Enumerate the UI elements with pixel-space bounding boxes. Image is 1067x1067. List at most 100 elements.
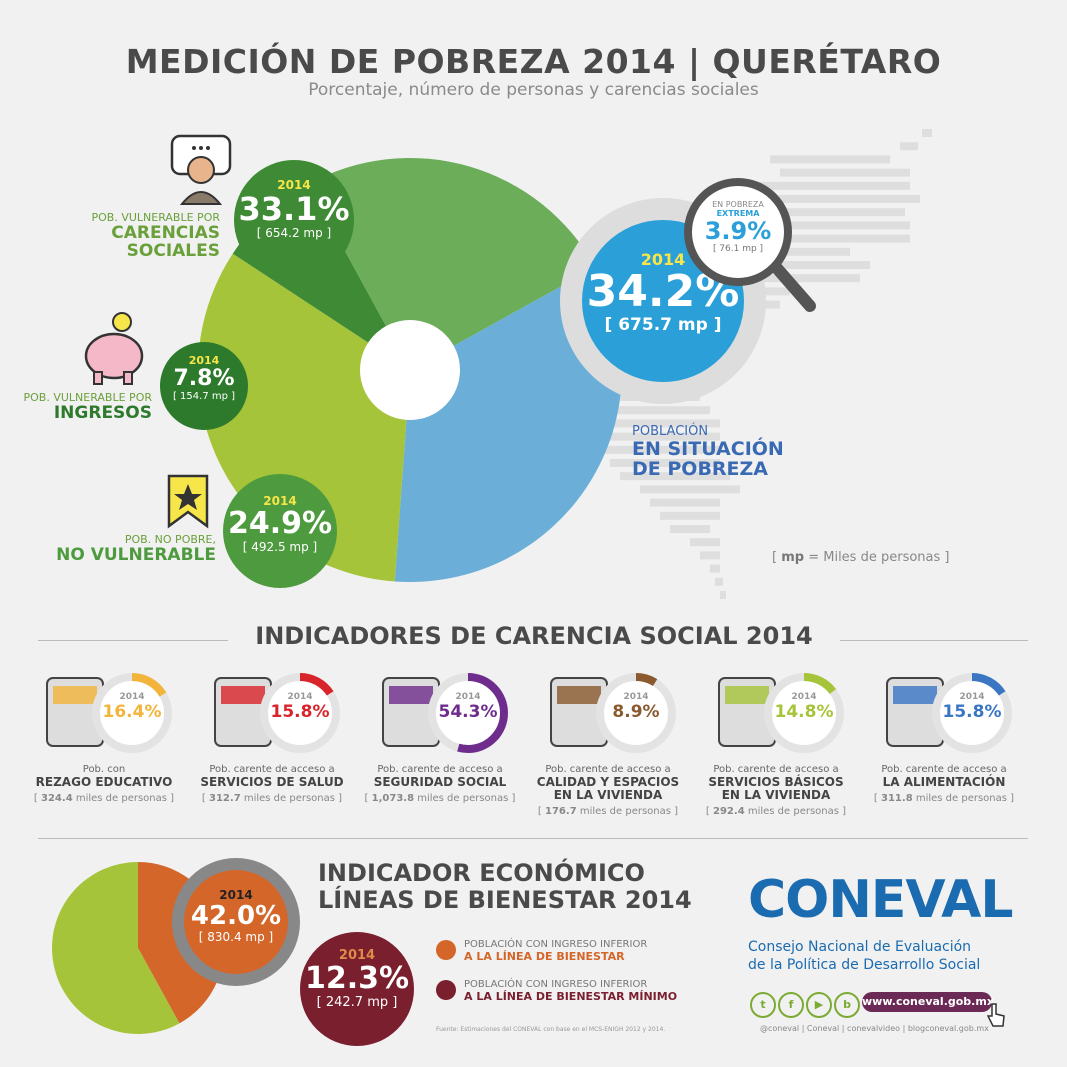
- bubble-year: 2014: [263, 494, 297, 508]
- house-icon: [550, 677, 608, 747]
- map-stripe: [715, 577, 723, 586]
- indicator-strong-2: EN LA VIVIENDA: [721, 788, 831, 802]
- indicator-item: 2014 16.4% Pob. con REZAGO EDUCATIVO [ 324.4…: [19, 668, 189, 804]
- indicator-sub: [ 292.4 miles de personas ]: [705, 806, 847, 817]
- indicator-year: 2014: [287, 692, 313, 702]
- mp-note-close: ]: [944, 550, 950, 565]
- brand-name-1: Consejo Nacional de Evaluación: [748, 939, 972, 955]
- bubble-year: 2014: [277, 178, 311, 192]
- indicator-label: Pob. carente de acceso a: [377, 764, 503, 775]
- map-stripe: [570, 406, 710, 415]
- indicator-label: Pob. carente de acceso a: [881, 764, 1007, 775]
- no-pobre-label: POB. NO POBRE, NO VULNERABLE: [40, 533, 216, 565]
- bienestar-mp: [ 830.4 mp ]: [198, 930, 274, 944]
- indicator-ring: [932, 673, 1012, 753]
- bubble-year: 2014: [219, 888, 253, 902]
- extrema-label-1: EN POBREZA: [712, 200, 764, 209]
- piggy-bank-icon: [84, 312, 144, 385]
- facebook-icon[interactable]: f: [778, 992, 804, 1018]
- no-pobre-label-top: POB. NO POBRE,: [124, 533, 216, 546]
- no-pobre-percent: 24.9%: [227, 506, 333, 541]
- indicator-strong-1: SEGURIDAD SOCIAL: [373, 775, 507, 789]
- youtube-icon[interactable]: ▶: [806, 992, 832, 1018]
- ingresos-bubble: 2014 7.8% [ 154.7 mp ]: [160, 342, 248, 430]
- milk-apple-icon: [886, 677, 944, 747]
- map-stripe: [650, 498, 720, 507]
- extrema-mp: [ 76.1 mp ]: [712, 244, 764, 254]
- extrema-label-2: EXTREMA: [716, 209, 760, 218]
- no-pobre-mp: [ 492.5 mp ]: [242, 540, 318, 554]
- carencias-label: POB. VULNERABLE POR CARENCIAS SOCIALES: [40, 212, 221, 261]
- indicator-sub-unit: miles de personas: [75, 793, 167, 804]
- indicator-sub-value: 292.4: [713, 806, 745, 817]
- indicator-percent: 15.8%: [942, 702, 1002, 722]
- indicator-percent: 8.9%: [612, 702, 660, 722]
- ingresos-percent: 7.8%: [173, 366, 235, 391]
- blog-icon[interactable]: b: [834, 992, 860, 1018]
- map-stripe: [670, 525, 710, 533]
- indicator-percent: 14.8%: [774, 702, 834, 722]
- no-pobre-label-main: NO VULNERABLE: [56, 545, 216, 565]
- brand-name: Consejo Nacional de Evaluación de la Pol…: [748, 938, 980, 974]
- map-stripe: [780, 168, 910, 177]
- website-button[interactable]: www.coneval.gob.mx: [862, 992, 994, 1012]
- map-stripe: [900, 142, 918, 151]
- page-title: MEDICIÓN DE POBREZA 2014 | QUERÉTARO: [125, 42, 942, 81]
- indicator-sub: [ 1,073.8 miles de personas ]: [364, 793, 516, 804]
- indicator-strong-1: CALIDAD Y ESPACIOS: [536, 775, 680, 789]
- indicator-strong-1: REZAGO EDUCATIVO: [35, 775, 173, 789]
- carencias-bubble: 2014 33.1% [ 654.2 mp ]: [234, 160, 354, 280]
- indicator-sub-value: 311.8: [881, 793, 913, 804]
- economic-title-2: LÍNEAS DE BIENESTAR 2014: [318, 886, 692, 914]
- carencias-label-main-2: SOCIALES: [126, 241, 220, 261]
- ingresos-label-top: POB. VULNERABLE POR: [23, 391, 153, 404]
- minimo-percent: 12.3%: [304, 961, 410, 996]
- indicator-label: Pob. con: [82, 764, 126, 775]
- bubble-year: 2014: [188, 354, 220, 367]
- map-stripe: [590, 432, 720, 441]
- extrema-percent: 3.9%: [704, 217, 772, 245]
- indicator-year: 2014: [791, 692, 817, 702]
- indicator-sub-value: 1,073.8: [371, 793, 415, 804]
- poverty-pie-chart: [197, 157, 622, 582]
- person-speech-icon: [170, 134, 232, 205]
- mp-note-text: = Miles de personas: [808, 550, 941, 565]
- indicator-sub: [ 324.4 miles de personas ]: [33, 793, 175, 804]
- indicator-item: 2014 8.9% Pob. carente de acceso a CALIDAD …: [523, 668, 693, 817]
- star-badge-icon: [167, 474, 209, 529]
- pobreza-label-top: POBLACIÓN: [632, 424, 709, 439]
- map-stripe: [600, 445, 720, 454]
- bienestar-bubble: 2014 42.0% [ 830.4 mp ]: [184, 870, 288, 974]
- indicators-row: 2014 16.4% Pob. con REZAGO EDUCATIVO [ 324.4…: [15, 668, 1055, 828]
- map-stripe: [755, 208, 905, 217]
- indicator-strong-2: EN LA VIVIENDA: [553, 788, 663, 802]
- indicator-percent: 16.4%: [102, 702, 162, 722]
- indicator-sub-unit: miles de personas: [579, 806, 671, 817]
- bienestar-legend: POBLACIÓN CON INGRESO INFERIOR A LA LÍNE…: [464, 939, 724, 963]
- indicator-ring: [428, 673, 508, 753]
- indicator-sub-value: 324.4: [41, 793, 73, 804]
- twitter-icon[interactable]: t: [750, 992, 776, 1018]
- economic-title: INDICADOR ECONÓMICO LÍNEAS DE BIENESTAR …: [318, 860, 738, 914]
- indicator-year: 2014: [623, 692, 649, 702]
- pobreza-label-main-1: EN SITUACIÓN: [632, 438, 784, 460]
- brand-name-2: de la Política de Desarrollo Social: [748, 957, 981, 973]
- extrema-bubble: EN POBREZA EXTREMA 3.9% [ 76.1 mp ]: [688, 200, 788, 254]
- indicator-sub-unit: miles de personas: [417, 793, 509, 804]
- carencias-label-main-1: CARENCIAS: [111, 223, 220, 243]
- indicator-sub-unit: miles de personas: [243, 793, 335, 804]
- page-subtitle: Porcentaje, número de personas y carenci…: [308, 80, 759, 100]
- source-note: Fuente: Estimaciones del CONEVAL con bas…: [436, 1026, 666, 1033]
- divider-bottom: [38, 838, 1028, 839]
- eco-slice-resto: [52, 862, 180, 1034]
- map-stripe: [700, 551, 720, 560]
- indicator-year: 2014: [455, 692, 481, 702]
- minimo-bubble: 2014 12.3% [ 242.7 mp ]: [300, 932, 414, 1046]
- mp-note-open: [: [772, 550, 778, 565]
- cursor-hand-icon: [986, 1003, 1005, 1027]
- indicator-label: Pob. carente de acceso a: [209, 764, 335, 775]
- pie-slice-no-pobre: [308, 157, 596, 370]
- map-stripe: [760, 181, 910, 190]
- no-pobre-bubble: 2014 24.9% [ 492.5 mp ]: [223, 474, 337, 588]
- water-bulb-icon: [718, 677, 776, 747]
